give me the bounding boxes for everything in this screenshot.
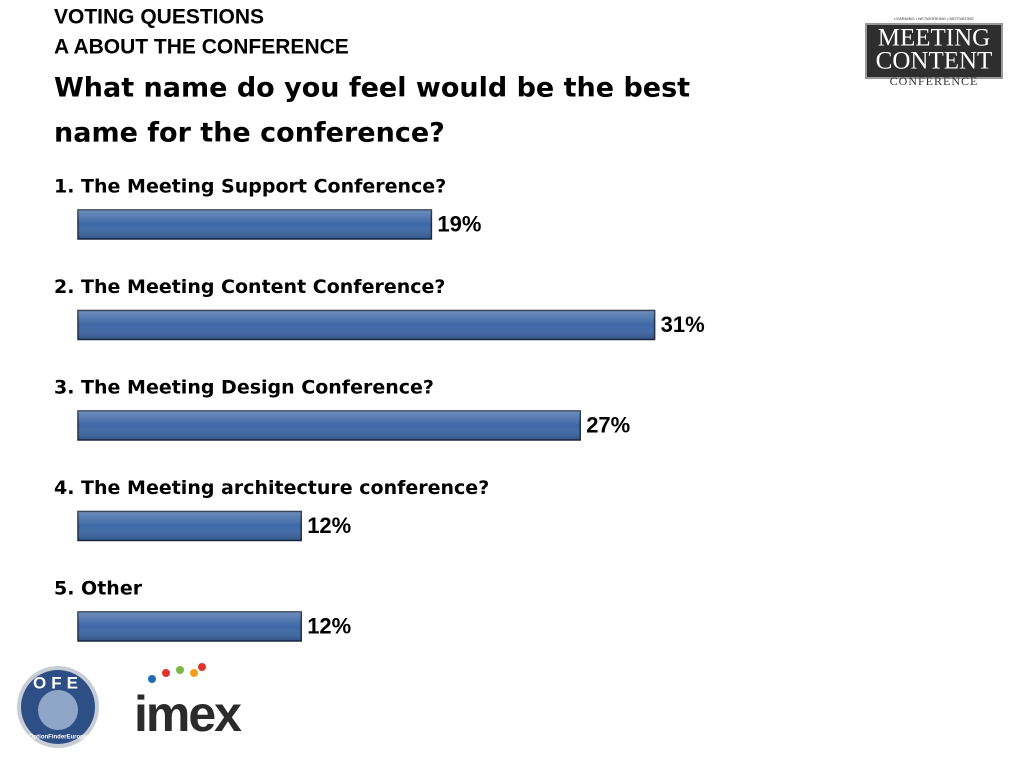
logo-text: imex: [134, 686, 242, 742]
logo-dot: [190, 669, 198, 677]
header-line: VOTING QUESTIONS: [54, 6, 264, 29]
logo-core: [38, 690, 78, 730]
logo-text: CONFERENCE: [890, 74, 979, 88]
category-label: 3. The Meeting Design Conference?: [54, 377, 434, 399]
logo-dot: [198, 663, 206, 671]
category-label: 2. The Meeting Content Conference?: [54, 276, 445, 298]
logo-dot: [176, 666, 184, 674]
value-label: 31%: [661, 312, 705, 337]
logo-dot: [162, 669, 170, 677]
chart-title: What name do you feel would be the best: [54, 73, 690, 104]
logo-tagline: LEARNING • NETWORKING • MOTIVATING: [894, 16, 974, 21]
bar-shine: [78, 411, 581, 440]
bar-shine: [78, 612, 302, 641]
bar-shine: [78, 210, 432, 239]
category-label: 1. The Meeting Support Conference?: [54, 176, 446, 198]
logo-box: [865, 23, 1003, 79]
bar-shine: [78, 511, 302, 541]
logo-text: CONTENT: [876, 48, 993, 75]
value-label: 12%: [307, 513, 351, 538]
logo-text: OptionFinderEurope: [29, 735, 88, 741]
logo-text: OFE: [33, 673, 83, 692]
bar-shine: [78, 310, 655, 340]
value-label: 27%: [586, 412, 630, 437]
value-label: 12%: [307, 613, 351, 638]
chart-title: name for the conference?: [54, 118, 445, 149]
logo-dot: [148, 675, 156, 683]
ofe-logo: OFE OptionFinderEurope: [17, 666, 99, 748]
imex-logo: imex: [134, 663, 244, 742]
category-label: 5. Other: [54, 578, 143, 600]
category-label: 4. The Meeting architecture conference?: [54, 477, 489, 499]
header-line: A ABOUT THE CONFERENCE: [54, 36, 349, 59]
logo-text: MEETING: [878, 25, 990, 52]
meeting-content-logo: LEARNING • NETWORKING • MOTIVATING MEETI…: [865, 16, 1003, 88]
value-label: 19%: [437, 211, 481, 236]
